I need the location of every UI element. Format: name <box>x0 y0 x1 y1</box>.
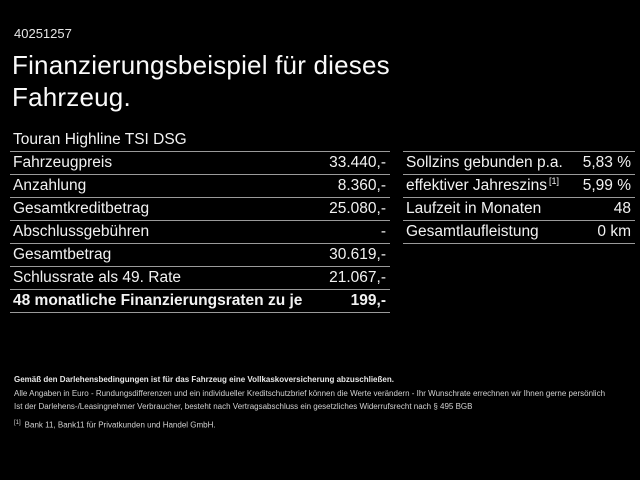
table-row: Fahrzeugpreis 33.440,- <box>10 152 390 175</box>
vehicle-model-row: Touran Highline TSI DSG <box>10 129 390 152</box>
row-value: 48 <box>613 200 631 217</box>
row-value: 5,83 % <box>582 154 631 171</box>
legal-note-values: Alle Angaben in Euro - Rundungsdifferenz… <box>14 389 606 398</box>
row-value: 5,99 % <box>582 177 631 194</box>
row-value: 8.360,- <box>337 177 386 194</box>
bank-footnote: [1] Bank 11, Bank11 für Privatkunden und … <box>14 418 630 431</box>
row-label: Fahrzeugpreis <box>13 154 113 171</box>
row-value: 30.619,- <box>329 246 386 263</box>
row-label: Laufzeit in Monaten <box>406 200 542 217</box>
page-title-line1: Finanzierungsbeispiel für dieses <box>12 50 390 80</box>
page-title-line2: Fahrzeug. <box>12 82 131 112</box>
conditions-table: Sollzins gebunden p.a. 5,83 % effektiver… <box>403 151 635 244</box>
page-title: Finanzierungsbeispiel für dieses Fahrzeu… <box>12 49 390 113</box>
table-row: Laufzeit in Monaten 48 <box>403 198 635 221</box>
table-row: Anzahlung 8.360,- <box>10 175 390 198</box>
row-label: Sollzins gebunden p.a. <box>406 154 563 171</box>
footnote-marker: [1] <box>14 420 21 426</box>
row-value: 33.440,- <box>329 154 386 171</box>
finance-table: Fahrzeugpreis 33.440,- Anzahlung 8.360,-… <box>10 152 390 313</box>
row-label: Gesamtkreditbetrag <box>13 200 150 217</box>
legal-note-withdrawal: Ist der Darlehens-/Leasingnehmer Verbrau… <box>14 402 473 411</box>
row-label: Schlussrate als 49. Rate <box>13 269 182 286</box>
table-row-effective-rate: effektiver Jahreszins [1] 5,99 % <box>403 175 635 198</box>
vehicle-id-number: 40251257 <box>14 26 72 41</box>
row-value: 21.067,- <box>329 269 386 286</box>
table-row: Gesamtkreditbetrag 25.080,- <box>10 198 390 221</box>
table-row: Schlussrate als 49. Rate 21.067,- <box>10 267 390 290</box>
table-row: Gesamtbetrag 30.619,- <box>10 244 390 267</box>
row-value: 25.080,- <box>329 200 386 217</box>
row-value: - <box>380 223 386 240</box>
vehicle-model-label: Touran Highline TSI DSG <box>13 131 187 148</box>
row-label: Anzahlung <box>13 177 87 194</box>
row-label: Gesamtlaufleistung <box>406 223 539 240</box>
table-row: Abschlussgebühren - <box>10 221 390 244</box>
footnote-marker: [1] <box>549 175 560 186</box>
row-label-text: effektiver Jahreszins <box>406 177 547 194</box>
footnote-text: Bank 11, Bank11 für Privatkunden und Han… <box>24 420 216 430</box>
row-label: 48 monatliche Finanzierungsraten zu je <box>13 292 303 309</box>
table-row: Gesamtlaufleistung 0 km <box>403 221 635 244</box>
row-value: 0 km <box>597 223 631 240</box>
row-value: 199,- <box>350 292 386 309</box>
table-row: Sollzins gebunden p.a. 5,83 % <box>403 152 635 175</box>
row-label: Gesamtbetrag <box>13 246 112 263</box>
table-row-monthly-rate: 48 monatliche Finanzierungsraten zu je 1… <box>10 290 390 313</box>
row-label: effektiver Jahreszins [1] <box>406 175 560 195</box>
row-label: Abschlussgebühren <box>13 223 150 240</box>
legal-note-insurance: Gemäß den Darlehensbedingungen ist für d… <box>14 375 394 384</box>
